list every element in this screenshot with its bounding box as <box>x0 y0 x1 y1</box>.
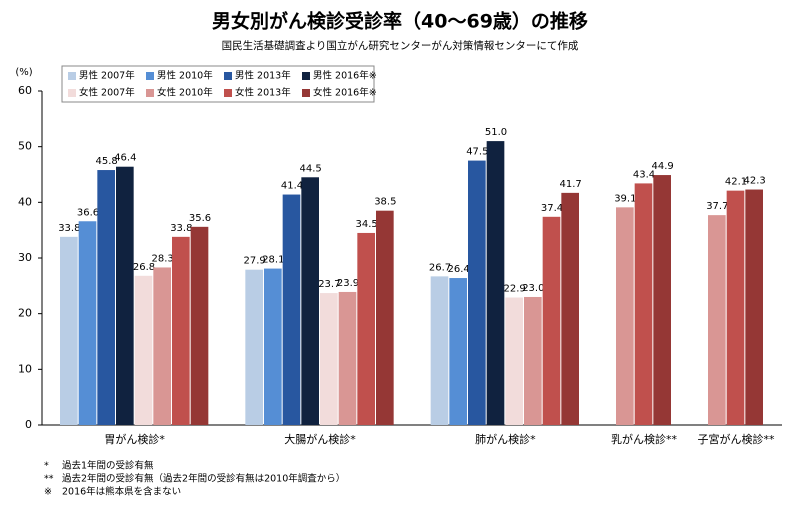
value-label: 47.5 <box>466 147 488 158</box>
bar <box>449 278 467 425</box>
note-mark: ** <box>44 474 54 485</box>
bar <box>153 267 171 425</box>
legend-label: 男性 2010年 <box>157 70 213 82</box>
legend-label: 女性 2010年 <box>157 87 213 99</box>
x-tick-label: 乳がん検診** <box>611 432 677 446</box>
value-label: 45.8 <box>96 156 118 167</box>
y-tick-label: 20 <box>18 307 32 320</box>
value-label: 42.1 <box>725 177 747 188</box>
bar <box>357 232 375 425</box>
value-label: 26.7 <box>429 262 451 273</box>
legend-swatch <box>302 89 310 97</box>
bar <box>264 268 282 425</box>
bar <box>505 297 523 425</box>
bar <box>97 170 115 425</box>
value-label: 41.7 <box>560 179 582 190</box>
x-tick-label: 胃がん検診* <box>104 432 165 446</box>
legend-box <box>61 65 375 103</box>
note-text: 2016年は熊本県を含まない <box>62 486 181 498</box>
value-label: 43.4 <box>633 169 655 180</box>
bar <box>653 175 671 425</box>
value-label: 23.0 <box>522 283 544 294</box>
value-label: 38.5 <box>374 197 396 208</box>
legend-swatch <box>146 72 154 80</box>
value-label: 28.3 <box>152 253 174 264</box>
x-tick-label: 大腸がん検診* <box>284 432 356 446</box>
bar <box>78 221 97 425</box>
value-label: 41.4 <box>281 181 303 192</box>
value-label: 39.1 <box>614 193 636 204</box>
y-tick-label: 0 <box>25 418 32 431</box>
bar <box>524 296 542 425</box>
value-label: 34.5 <box>356 219 378 230</box>
y-tick-label: 60 <box>18 84 32 97</box>
bar <box>708 215 726 425</box>
value-label: 37.4 <box>541 203 563 214</box>
legend-swatch <box>302 72 310 80</box>
value-label: 33.8 <box>170 223 192 234</box>
bar <box>301 177 319 425</box>
note-text: 過去2年間の受診有無（過去2年間の受診有無は2010年調査から） <box>62 473 345 485</box>
value-label: 44.5 <box>300 163 322 174</box>
value-label: 33.8 <box>58 223 80 234</box>
x-tick-label: 肺がん検診* <box>475 432 536 446</box>
y-tick-label: 50 <box>18 140 32 153</box>
value-label: 26.4 <box>448 264 470 275</box>
bar <box>726 190 745 425</box>
x-tick-label: 子宮がん検診** <box>698 432 775 446</box>
bar <box>634 183 653 425</box>
bar <box>542 216 561 425</box>
value-label: 37.7 <box>706 201 728 212</box>
legend-label: 男性 2013年 <box>235 70 291 82</box>
y-tick-label: 30 <box>18 251 32 264</box>
value-label: 46.4 <box>114 153 136 164</box>
legend-label: 女性 2007年 <box>79 87 135 99</box>
value-label: 23.9 <box>337 278 359 289</box>
bar <box>561 192 579 425</box>
value-label: 28.1 <box>262 255 284 266</box>
legend-swatch <box>68 89 76 97</box>
bar <box>190 226 209 425</box>
value-label: 22.9 <box>504 284 526 295</box>
legend-swatch <box>68 72 76 80</box>
bar <box>430 276 449 425</box>
bar <box>376 210 394 425</box>
value-label: 51.0 <box>485 127 507 138</box>
bar <box>134 275 153 425</box>
bar <box>116 166 134 425</box>
legend-swatch <box>224 89 232 97</box>
note-mark: ※ <box>44 487 52 498</box>
value-label: 42.3 <box>744 176 766 187</box>
value-label: 44.9 <box>652 161 674 172</box>
bar <box>60 236 78 425</box>
bar <box>245 269 263 425</box>
value-label: 35.6 <box>189 213 211 224</box>
value-label: 27.9 <box>244 256 266 267</box>
chart-subtitle: 国民生活基礎調査より国立がん研究センターがん対策情報センターにて作成 <box>222 39 579 52</box>
note-text: 過去1年間の受診有無 <box>62 460 154 472</box>
bar <box>320 293 338 425</box>
bar <box>338 291 357 425</box>
legend-label: 女性 2016年※ <box>313 87 377 99</box>
y-axis-label: (%) <box>15 67 32 78</box>
legend-swatch <box>146 89 154 97</box>
y-tick-label: 10 <box>18 362 32 375</box>
legend-swatch <box>224 72 232 80</box>
bar <box>616 207 634 425</box>
bar <box>172 236 190 425</box>
bar <box>486 141 505 425</box>
bar <box>745 189 763 425</box>
value-label: 36.6 <box>77 207 99 218</box>
bar <box>282 194 301 425</box>
legend-label: 男性 2016年※ <box>313 70 377 82</box>
value-label: 23.7 <box>318 279 340 290</box>
legend-label: 男性 2007年 <box>79 70 135 82</box>
bar <box>468 160 486 426</box>
y-tick-label: 40 <box>18 195 32 208</box>
value-label: 26.8 <box>133 262 155 273</box>
legend-label: 女性 2013年 <box>235 87 291 99</box>
chart-title: 男女別がん検診受診率（40～69歳）の推移 <box>212 10 588 33</box>
note-mark: * <box>44 461 49 472</box>
